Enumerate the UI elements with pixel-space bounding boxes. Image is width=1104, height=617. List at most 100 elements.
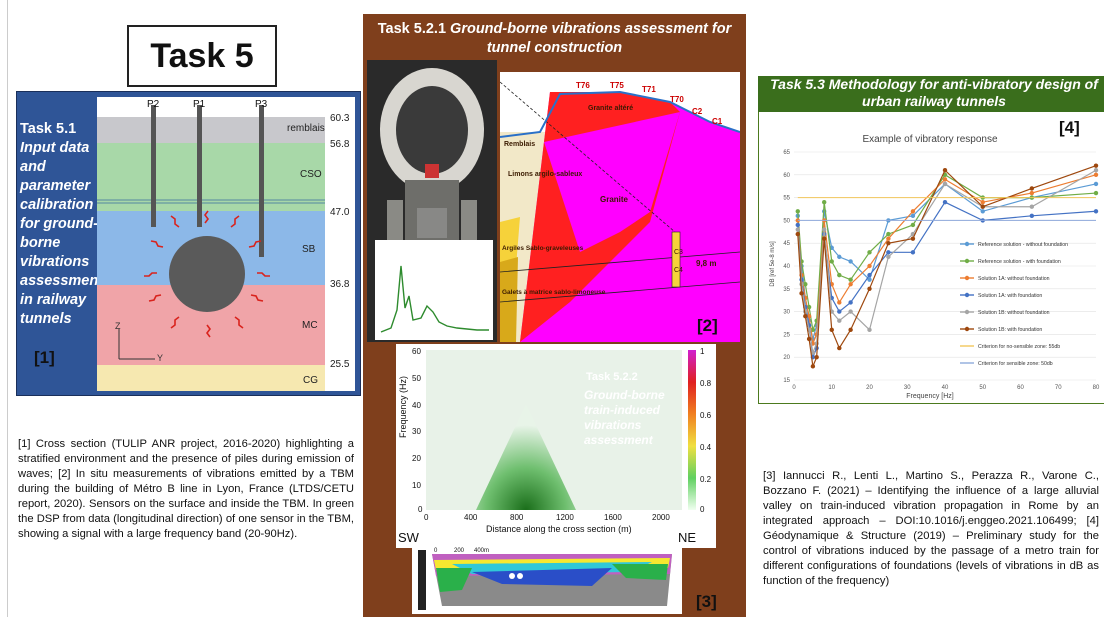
task-5-2-1-title-text: Ground-borne vibrations assessment for t…: [450, 21, 732, 56]
y-tick-label: 40: [783, 264, 790, 270]
vibratory-response-chart: Example of vibratory response Frequency …: [770, 134, 1100, 400]
spec-xtick: 0: [424, 513, 429, 522]
label-ne: NE: [678, 530, 696, 545]
y-axis-label: Y: [157, 353, 163, 363]
series-point-2: [1093, 172, 1099, 177]
scale-200: 200: [454, 548, 465, 554]
depth-25-5: 25.5: [330, 359, 350, 370]
series-line-3: [797, 201, 1097, 360]
tbm-photo: [367, 60, 497, 342]
series-point-5: [822, 236, 827, 241]
cbar-ticks: 1 0.8 0.6 0.4 0.2 0: [700, 347, 712, 514]
series-point-5: [980, 204, 985, 209]
series-point-0: [867, 277, 872, 282]
series-point-5: [829, 327, 834, 333]
spec-ytick: 10: [412, 481, 421, 490]
ref-3: [3]: [696, 592, 717, 611]
spec-ytick: 30: [412, 427, 421, 436]
series-point-4: [1093, 168, 1099, 173]
legend-label: Reference solution - with foundation: [978, 259, 1061, 265]
geo-label-granite: Granite: [600, 195, 629, 204]
label-sw: SW: [398, 530, 420, 545]
dsp-curve: [380, 265, 489, 333]
series-point-2: [942, 177, 948, 182]
series-point-1: [867, 250, 872, 255]
z-axis-label: Z: [115, 321, 121, 331]
series-point-3: [910, 250, 916, 255]
cbar-tick: 0.6: [700, 411, 712, 420]
task-5-1-text: Task 5.1 Input data and parameter calibr…: [20, 120, 103, 329]
series-point-1: [910, 222, 916, 228]
cross-section-figure: P2 P1 P3 remblais CSO SB MC CG 60.3 56.8…: [97, 97, 355, 391]
spec-ylabel: Frequency (Hz): [398, 376, 408, 438]
geo-label-t76: T76: [576, 81, 590, 90]
layer-label-remblais: remblais: [287, 123, 325, 134]
series-point-2: [867, 263, 872, 269]
series-point-5: [848, 327, 853, 333]
spec-xlabel: Distance along the cross section (m): [486, 524, 632, 534]
spec-ytick: 20: [412, 454, 421, 463]
scale-400m: 400m: [474, 548, 489, 554]
pile-p2: [151, 105, 156, 227]
series-point-5: [810, 364, 816, 369]
series-point-3: [886, 250, 891, 255]
page-title: Task 5: [127, 25, 277, 87]
series-point-5: [1093, 163, 1099, 168]
valley-section: 0 200 400m: [412, 546, 682, 614]
spec-ytick: 0: [418, 505, 423, 514]
series-point-0: [1093, 181, 1099, 187]
spec-xtick: 1600: [604, 513, 622, 522]
pile-label-p2: P2: [147, 99, 160, 110]
x-tick-label: 10: [828, 385, 835, 391]
series-point-4: [848, 309, 853, 314]
series-point-0: [848, 259, 853, 264]
ref-2: [2]: [697, 316, 718, 335]
y-tick-label: 50: [783, 218, 790, 224]
dsp-inset: [375, 240, 493, 340]
series-point-3: [1093, 209, 1099, 214]
series-point-1: [829, 259, 834, 264]
series-point-4: [867, 327, 872, 333]
series-point-5: [803, 313, 808, 319]
series-point-5: [837, 345, 842, 351]
layer-label-sb: SB: [302, 244, 316, 255]
layer-cso: [97, 143, 325, 211]
series-point-4: [1029, 204, 1035, 209]
scale-0: 0: [434, 548, 438, 554]
spec-xtick: 2000: [652, 513, 670, 522]
series-point-2: [837, 300, 842, 305]
series-point-1: [803, 282, 808, 287]
geo-label-t71: T71: [642, 85, 656, 94]
geo-label-t75: T75: [610, 81, 624, 90]
cbar-tick: 0: [700, 505, 705, 514]
legend-marker: [964, 326, 970, 332]
caption-left: [1] Cross section (TULIP ANR project, 20…: [18, 438, 354, 540]
series-point-5: [886, 241, 891, 246]
series-point-3: [795, 222, 800, 228]
x-tick-label: 50: [979, 385, 986, 391]
geo-label-c4: C4: [674, 267, 683, 274]
pile-label-p1: P1: [193, 99, 206, 110]
series-point-2: [980, 199, 985, 205]
series-point-3: [867, 272, 872, 278]
series-point-0: [910, 213, 916, 219]
chart-xlabel: Frequency [Hz]: [906, 393, 954, 400]
series-point-4: [795, 227, 800, 232]
spec-ytick: 60: [412, 347, 421, 356]
series-point-4: [822, 227, 827, 232]
cbar-tick: 0.8: [700, 379, 712, 388]
task-5-3-title: Task 5.3 Methodology for anti-vibratory …: [758, 76, 1104, 112]
series-point-3: [848, 300, 853, 305]
legend-marker: [964, 241, 970, 247]
x-tick-label: 70: [1055, 385, 1062, 391]
y-tick-label: 35: [783, 287, 790, 293]
geo-label-argiles: Argiles Sablo-graveleuses: [502, 245, 584, 252]
depth-60-3: 60.3: [330, 113, 350, 124]
series-point-5: [806, 336, 812, 342]
tunnel-circle: [169, 236, 245, 312]
chart-ylabel: DB [ref 5e-8 m/s]: [770, 241, 776, 287]
series-point-5: [942, 168, 948, 173]
y-tick-label: 20: [783, 355, 790, 361]
task-5-2-1-prefix: Task 5.2.1: [377, 21, 447, 37]
series-point-5: [1029, 186, 1035, 191]
